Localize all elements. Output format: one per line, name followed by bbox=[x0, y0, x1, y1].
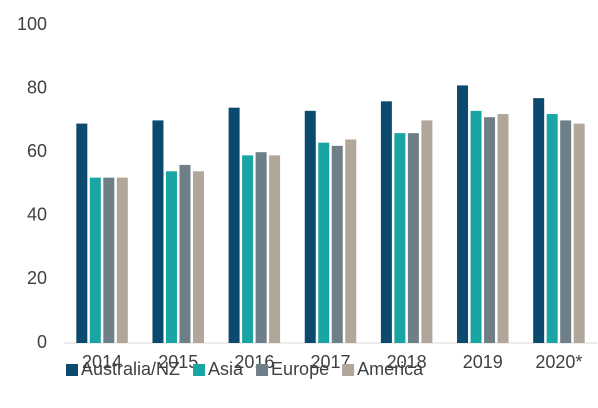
x-tick-label: 2014 bbox=[82, 352, 122, 372]
legend-label: Australia/NZ bbox=[81, 359, 180, 379]
bar bbox=[116, 177, 128, 343]
bar bbox=[331, 145, 343, 343]
x-tick-label: 2020* bbox=[535, 352, 582, 372]
bar bbox=[192, 171, 204, 343]
y-tick-label: 0 bbox=[37, 332, 47, 352]
x-tick-label: 2018 bbox=[387, 352, 427, 372]
legend-label: America bbox=[357, 359, 424, 379]
bar bbox=[394, 133, 406, 343]
bar bbox=[318, 142, 330, 343]
bar bbox=[497, 114, 509, 343]
y-tick-label: 40 bbox=[27, 205, 47, 225]
bar bbox=[269, 155, 281, 343]
legend-swatch bbox=[256, 364, 269, 376]
legend-swatch bbox=[342, 364, 355, 376]
bar bbox=[380, 101, 392, 343]
bar bbox=[546, 114, 558, 343]
bar bbox=[179, 164, 191, 343]
bar bbox=[242, 155, 254, 343]
legend-label: Europe bbox=[271, 359, 329, 379]
bar bbox=[421, 120, 433, 344]
x-tick-label: 2015 bbox=[158, 352, 198, 372]
y-tick-label: 100 bbox=[17, 14, 47, 34]
bar bbox=[457, 85, 469, 344]
bar bbox=[573, 123, 585, 343]
bar bbox=[470, 110, 482, 343]
bar bbox=[533, 98, 545, 343]
x-tick-label: 2017 bbox=[310, 352, 350, 372]
bar bbox=[255, 152, 267, 343]
bar bbox=[76, 123, 88, 343]
bar bbox=[484, 117, 496, 343]
bar bbox=[89, 177, 101, 343]
y-tick-label: 80 bbox=[27, 77, 47, 97]
legend-swatch bbox=[66, 364, 78, 376]
bar bbox=[345, 139, 357, 343]
bar bbox=[165, 171, 177, 343]
bar bbox=[407, 133, 419, 343]
bar bbox=[304, 110, 316, 343]
y-tick-label: 60 bbox=[27, 141, 47, 161]
bar bbox=[152, 120, 164, 344]
x-tick-label: 2019 bbox=[463, 352, 503, 372]
legend-swatch bbox=[193, 364, 206, 376]
y-tick-label: 20 bbox=[27, 268, 47, 288]
bar bbox=[228, 107, 240, 344]
bar bbox=[560, 120, 572, 344]
bar bbox=[103, 177, 115, 343]
legend-label: Asia bbox=[208, 359, 244, 379]
